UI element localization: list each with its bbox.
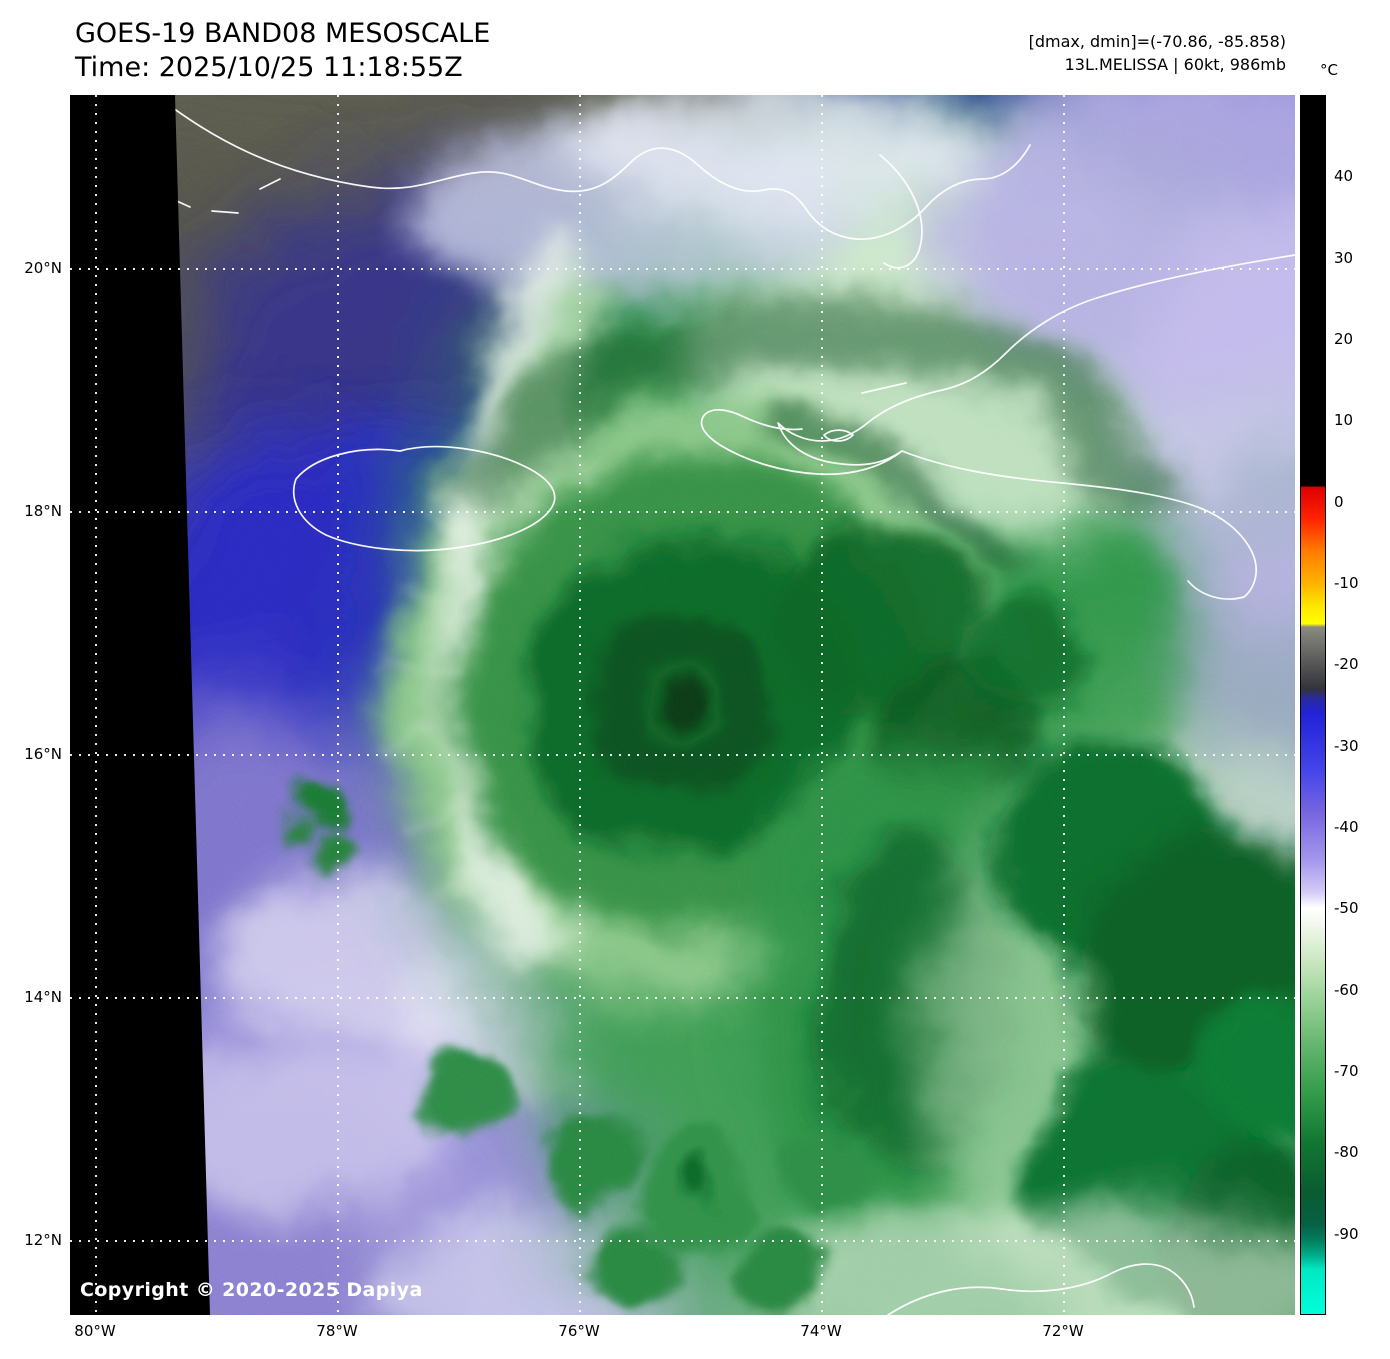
page-title: GOES-19 BAND08 MESOSCALE	[75, 18, 491, 49]
latitude-label: 20°N	[24, 259, 62, 277]
coastlines	[78, 103, 1295, 1315]
colorbar-tick-label: 10	[1334, 411, 1354, 430]
colorbar-tick-label: 20	[1334, 330, 1354, 348]
noise-texture	[70, 95, 1295, 1315]
gridline-longitude	[821, 95, 823, 1315]
colorbar-tick-label: 30	[1334, 248, 1354, 267]
colorbar-tick-label: -10	[1334, 574, 1359, 592]
gridline-latitude	[70, 511, 1295, 513]
colorbar-ticks: 40 30 20 10 0 -10 -20 -30 -40 -50 -60 -70 -80 -90	[1334, 95, 1390, 1315]
satellite-image	[70, 95, 1295, 1315]
longitude-label: 80°W	[74, 1322, 116, 1340]
longitude-label: 76°W	[558, 1322, 600, 1340]
longitude-label: 74°W	[800, 1322, 842, 1340]
colorbar-tick-label: -50	[1334, 899, 1359, 918]
timestamp-label: Time: 2025/10/25 11:18:55Z	[75, 52, 463, 83]
longitude-label: 78°W	[316, 1322, 358, 1340]
colorbar-tick-label: -20	[1334, 655, 1359, 674]
colorbar-tick-label: -80	[1334, 1143, 1359, 1162]
colorbar-gradient	[1300, 95, 1326, 1315]
map-panel: Copyright © 2020-2025 Dapiya	[70, 95, 1295, 1315]
gridline-longitude	[95, 95, 97, 1315]
copyright-label: Copyright © 2020-2025 Dapiya	[80, 1279, 423, 1301]
latitude-label: 18°N	[24, 502, 62, 520]
dmax-dmin-label: [dmax, dmin]=(-70.86, -85.858)	[1028, 32, 1286, 51]
gridline-longitude	[579, 95, 581, 1315]
gridline-longitude	[1063, 95, 1065, 1315]
south-america-coastline	[888, 1264, 1194, 1315]
hispaniola-coastline	[702, 255, 1295, 599]
colorbar-tick-label: -70	[1334, 1062, 1359, 1080]
colorbar-tick-label: -30	[1334, 736, 1359, 755]
colorbar-tick-label: -90	[1334, 1224, 1359, 1243]
longitude-label: 72°W	[1042, 1322, 1084, 1340]
gridline-latitude	[70, 997, 1295, 999]
colorbar-tick-label: -60	[1334, 980, 1359, 999]
storm-info-label: 13L.MELISSA | 60kt, 986mb	[1064, 55, 1286, 74]
latitude-label: 12°N	[24, 1231, 62, 1249]
header-right: [dmax, dmin]=(-70.86, -85.858) 13L.MELIS…	[1029, 30, 1286, 76]
gridline-longitude	[337, 95, 339, 1315]
colorbar-tick-label: -40	[1334, 818, 1359, 836]
gridline-latitude	[70, 268, 1295, 270]
gridline-latitude	[70, 754, 1295, 756]
colorbar-tick-label: 40	[1334, 167, 1354, 186]
jamaica-coastline	[294, 447, 555, 551]
latitude-label: 14°N	[24, 988, 62, 1006]
latitude-label: 16°N	[24, 745, 62, 763]
colorbar-tick-label: 0	[1334, 492, 1344, 511]
gridline-latitude	[70, 1240, 1295, 1242]
colorbar-unit-label: °C	[1320, 61, 1338, 79]
cuba-coastline	[166, 103, 1030, 268]
